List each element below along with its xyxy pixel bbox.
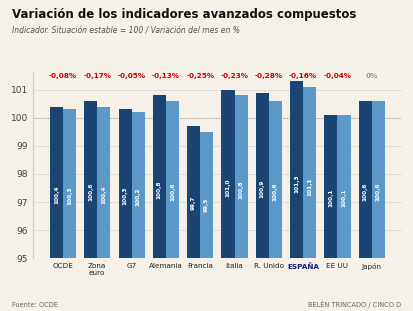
Bar [118,109,131,258]
Text: 100,8: 100,8 [157,180,161,199]
Text: 101,1: 101,1 [306,177,311,196]
Bar [337,115,350,258]
Bar [221,90,234,258]
Bar [63,109,76,258]
Text: Fuente: OCDE: Fuente: OCDE [12,302,58,308]
Text: 100,8: 100,8 [238,180,243,199]
Bar [268,101,281,258]
Text: -0,25%: -0,25% [186,73,214,79]
Bar [84,101,97,258]
Text: 99,5: 99,5 [204,198,209,212]
Bar [187,126,200,258]
Bar [200,132,213,258]
Text: -0,23%: -0,23% [220,73,248,79]
Bar [290,81,302,258]
Text: -0,13%: -0,13% [152,73,179,79]
Text: 100,6: 100,6 [169,183,174,202]
Bar [166,101,178,258]
Bar [97,107,110,258]
Bar [324,115,337,258]
Bar [358,101,371,258]
Text: 100,4: 100,4 [54,185,59,204]
Text: 101,0: 101,0 [225,178,230,197]
Text: -0,17%: -0,17% [83,73,111,79]
Text: BELÉN TRINCADO / CINCO D: BELÉN TRINCADO / CINCO D [308,300,401,308]
Text: -0,08%: -0,08% [49,73,77,79]
Bar [255,93,268,258]
Text: 100,2: 100,2 [135,188,140,206]
Bar [234,95,247,258]
Text: -0,05%: -0,05% [117,73,145,79]
Bar [371,101,384,258]
Text: Indicador. Situación estable = 100 / Variación del mes en %: Indicador. Situación estable = 100 / Var… [12,26,240,35]
Text: 101,3: 101,3 [293,174,299,193]
Text: 100,9: 100,9 [259,179,264,198]
Text: 100,6: 100,6 [375,183,380,202]
Text: 100,6: 100,6 [362,183,367,202]
Bar [131,112,144,258]
Bar [50,107,63,258]
Text: 100,4: 100,4 [101,185,106,204]
Text: -0,28%: -0,28% [254,73,282,79]
Bar [152,95,166,258]
Text: 100,1: 100,1 [328,189,332,207]
Text: 100,3: 100,3 [122,186,127,205]
Text: 0%: 0% [365,73,377,79]
Text: -0,04%: -0,04% [323,73,351,79]
Text: 99,7: 99,7 [191,196,196,210]
Text: 100,3: 100,3 [67,186,72,205]
Text: Variación de los indicadores avanzados compuestos: Variación de los indicadores avanzados c… [12,8,356,21]
Text: 100,6: 100,6 [272,183,277,202]
Text: 100,6: 100,6 [88,183,93,202]
Text: 100,1: 100,1 [341,189,346,207]
Text: -0,16%: -0,16% [288,73,316,79]
Bar [302,87,316,258]
